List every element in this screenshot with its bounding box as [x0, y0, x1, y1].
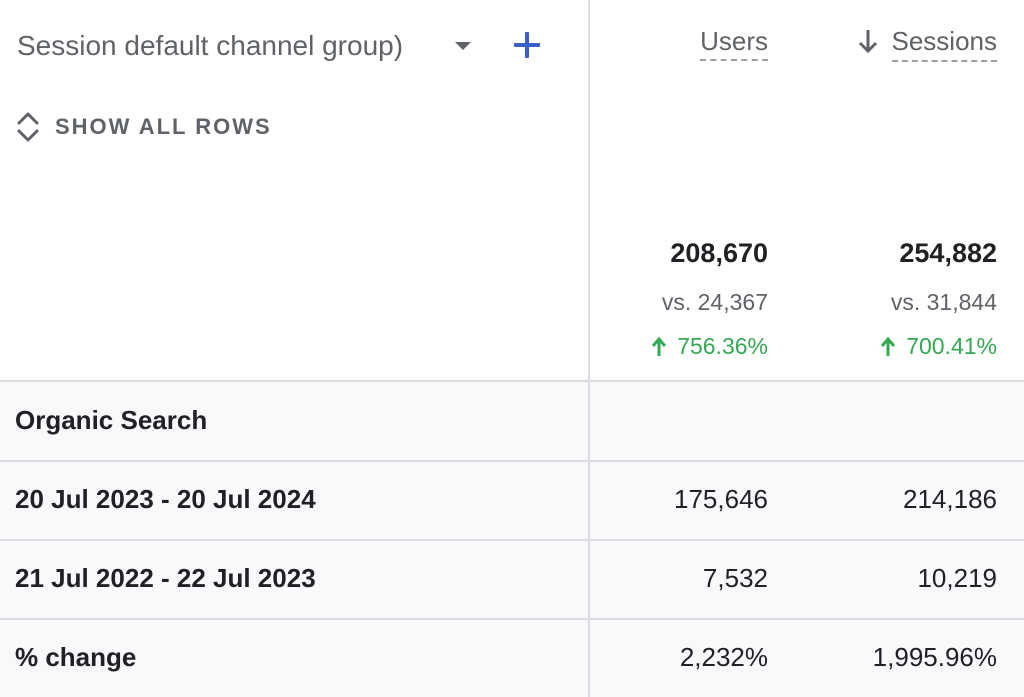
total-sessions-value: 254,882 — [899, 238, 997, 268]
total-users-change-value: 756.36% — [677, 333, 768, 359]
column-header-sessions-label: Sessions — [891, 26, 997, 62]
total-users-value: 208,670 — [670, 238, 768, 268]
column-header-users-label: Users — [700, 26, 768, 61]
column-header-sessions[interactable]: Sessions — [856, 26, 997, 62]
cell-users-change: 2,232% — [679, 642, 768, 672]
unfold-icon — [17, 112, 39, 142]
row-divider — [0, 380, 1024, 382]
cell-sessions-current: 214,186 — [903, 484, 997, 514]
row-background-change — [0, 619, 1024, 697]
dimension-selector-label[interactable]: Session default channel group) — [17, 30, 404, 61]
arrow-down-icon — [858, 30, 877, 54]
show-all-rows-button[interactable]: SHOW ALL ROWS — [15, 110, 272, 144]
cell-sessions-change: 1,995.96% — [872, 642, 997, 672]
row-label-current-period: 20 Jul 2023 - 20 Jul 2024 — [15, 484, 316, 514]
total-sessions-change-value: 700.41% — [906, 333, 997, 359]
total-users-comparison: vs. 24,367 — [661, 289, 768, 315]
show-all-rows-label: SHOW ALL ROWS — [55, 114, 272, 139]
row-background-current — [0, 461, 1024, 540]
row-label-previous-period: 21 Jul 2022 - 22 Jul 2023 — [15, 563, 316, 593]
row-divider — [0, 539, 1024, 541]
caret-down-icon[interactable] — [455, 42, 471, 50]
add-dimension-button[interactable] — [510, 28, 544, 62]
column-divider — [588, 0, 590, 697]
cell-sessions-previous: 10,219 — [917, 563, 997, 593]
row-label-channel[interactable]: Organic Search — [15, 405, 208, 435]
cell-users-current: 175,646 — [674, 484, 768, 514]
row-divider — [0, 618, 1024, 620]
total-users-change: 756.36% — [651, 333, 768, 360]
row-background-organic — [0, 381, 1024, 461]
row-label-percent-change: % change — [15, 642, 137, 672]
total-sessions-change: 700.41% — [880, 333, 997, 360]
row-background-previous — [0, 540, 1024, 619]
arrow-up-icon — [881, 336, 896, 356]
total-sessions-comparison: vs. 31,844 — [890, 289, 997, 315]
column-header-users[interactable]: Users — [700, 26, 768, 61]
cell-users-previous: 7,532 — [702, 563, 768, 593]
arrow-up-icon — [652, 336, 667, 356]
row-divider — [0, 460, 1024, 462]
